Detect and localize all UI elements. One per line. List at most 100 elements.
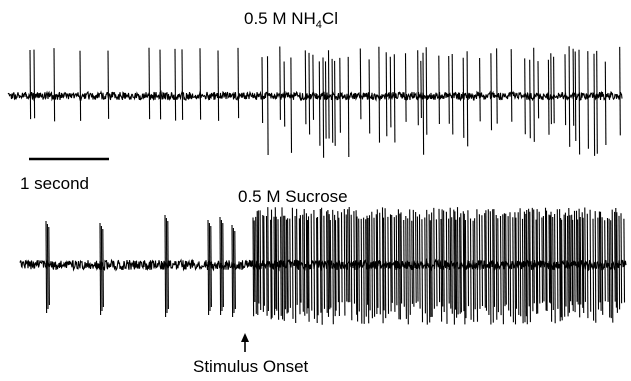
spike bbox=[382, 217, 385, 311]
spike bbox=[495, 214, 498, 320]
spike bbox=[368, 215, 371, 311]
spike bbox=[564, 54, 567, 126]
spike bbox=[616, 212, 618, 313]
spike bbox=[321, 207, 323, 325]
spike bbox=[399, 213, 401, 320]
spike bbox=[476, 209, 479, 322]
nh4cl-trace bbox=[7, 46, 623, 158]
spike bbox=[395, 215, 398, 306]
spike bbox=[270, 219, 272, 320]
spike bbox=[568, 207, 570, 313]
spike bbox=[222, 222, 224, 308]
spike bbox=[210, 225, 212, 308]
spike bbox=[389, 56, 392, 128]
spike bbox=[237, 47, 240, 119]
spike bbox=[550, 53, 552, 125]
spike bbox=[515, 217, 518, 309]
spike bbox=[487, 209, 490, 316]
spike bbox=[378, 46, 381, 143]
spike bbox=[102, 228, 104, 308]
spike bbox=[489, 211, 492, 325]
spike bbox=[319, 208, 322, 313]
spike bbox=[318, 61, 321, 146]
spike bbox=[502, 214, 504, 325]
spike bbox=[283, 61, 286, 127]
spike bbox=[453, 209, 455, 325]
spike bbox=[604, 220, 606, 302]
spike bbox=[418, 214, 421, 309]
spike bbox=[219, 216, 222, 316]
spike bbox=[373, 217, 376, 317]
spike bbox=[308, 52, 311, 135]
spike bbox=[289, 218, 291, 308]
spike bbox=[259, 210, 262, 311]
spike bbox=[556, 209, 559, 309]
spike bbox=[355, 210, 358, 315]
spike bbox=[448, 218, 450, 304]
spike bbox=[326, 211, 328, 313]
stimulus-onset-arrow-icon bbox=[241, 333, 249, 352]
spike bbox=[416, 216, 419, 302]
spike bbox=[548, 214, 551, 303]
spike bbox=[338, 217, 340, 317]
spike bbox=[316, 216, 319, 316]
spike bbox=[363, 217, 365, 324]
spike bbox=[596, 50, 598, 154]
spike bbox=[549, 215, 552, 304]
spike bbox=[360, 218, 363, 324]
spike bbox=[316, 217, 318, 324]
spike bbox=[606, 217, 609, 302]
spike bbox=[560, 217, 562, 318]
spike bbox=[287, 218, 289, 313]
spike bbox=[368, 59, 371, 134]
spike bbox=[438, 208, 441, 303]
spike bbox=[356, 216, 359, 322]
spike bbox=[462, 211, 465, 312]
spike bbox=[409, 209, 411, 315]
spike bbox=[273, 216, 276, 316]
spike bbox=[448, 55, 450, 124]
spike bbox=[623, 218, 626, 303]
spike bbox=[46, 223, 49, 310]
spike bbox=[329, 219, 332, 308]
spike bbox=[463, 213, 466, 325]
spike bbox=[505, 213, 507, 305]
spike bbox=[572, 219, 574, 312]
spike bbox=[533, 209, 535, 304]
spike bbox=[393, 54, 396, 143]
spike bbox=[283, 215, 285, 321]
spike bbox=[33, 49, 36, 119]
spike bbox=[492, 209, 494, 323]
spike bbox=[304, 50, 307, 125]
spike bbox=[485, 210, 488, 311]
spike bbox=[537, 61, 540, 119]
spike bbox=[350, 214, 353, 321]
spike bbox=[553, 56, 555, 124]
spike bbox=[573, 210, 576, 313]
spike bbox=[544, 207, 547, 311]
spike bbox=[467, 210, 470, 307]
spike bbox=[252, 217, 255, 317]
spike bbox=[217, 50, 220, 121]
spike bbox=[497, 218, 499, 313]
spike bbox=[253, 220, 256, 303]
spike bbox=[569, 215, 572, 302]
spike bbox=[29, 49, 32, 120]
spike bbox=[474, 218, 476, 310]
spike bbox=[391, 214, 393, 303]
spike bbox=[79, 50, 82, 121]
spike bbox=[593, 53, 596, 156]
spike bbox=[334, 60, 336, 146]
spike bbox=[331, 58, 334, 143]
stimulus-onset-label: Stimulus Onset bbox=[193, 357, 309, 376]
spike bbox=[199, 48, 202, 120]
spike bbox=[376, 209, 379, 308]
spike bbox=[334, 214, 336, 317]
spike bbox=[582, 217, 585, 314]
spike bbox=[397, 209, 400, 320]
spike bbox=[499, 215, 502, 316]
spike bbox=[545, 210, 548, 312]
spike bbox=[339, 57, 341, 133]
spike bbox=[619, 46, 621, 136]
spike bbox=[291, 207, 294, 319]
